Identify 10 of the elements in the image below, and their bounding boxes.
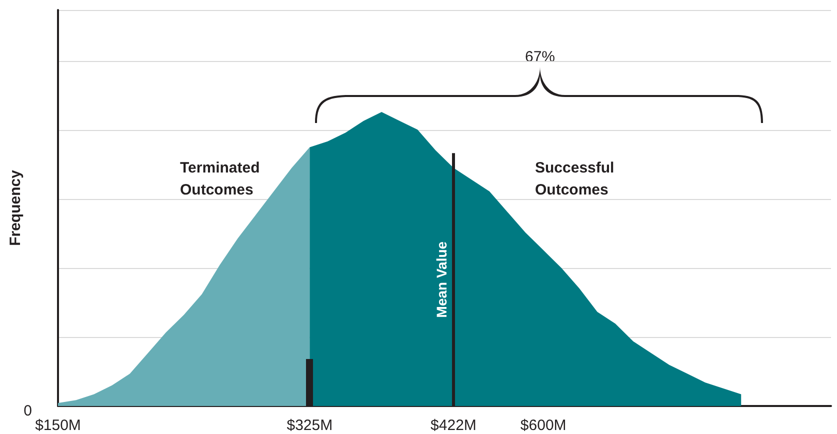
ref-line-label: Mean Value [433, 241, 450, 318]
x-tick-label: $600M [520, 417, 566, 434]
x-tick-label: $422M [430, 417, 476, 434]
text: 67% [524, 48, 556, 66]
text: 0 [24, 402, 32, 420]
x-tick-label: $150M [35, 417, 81, 434]
y-axis-title: Frequency [7, 169, 24, 246]
x-tick-label: $325M [286, 417, 333, 434]
annotation: Successful Outcomes [535, 160, 618, 198]
annotation: Terminated Outcomes [180, 160, 264, 198]
